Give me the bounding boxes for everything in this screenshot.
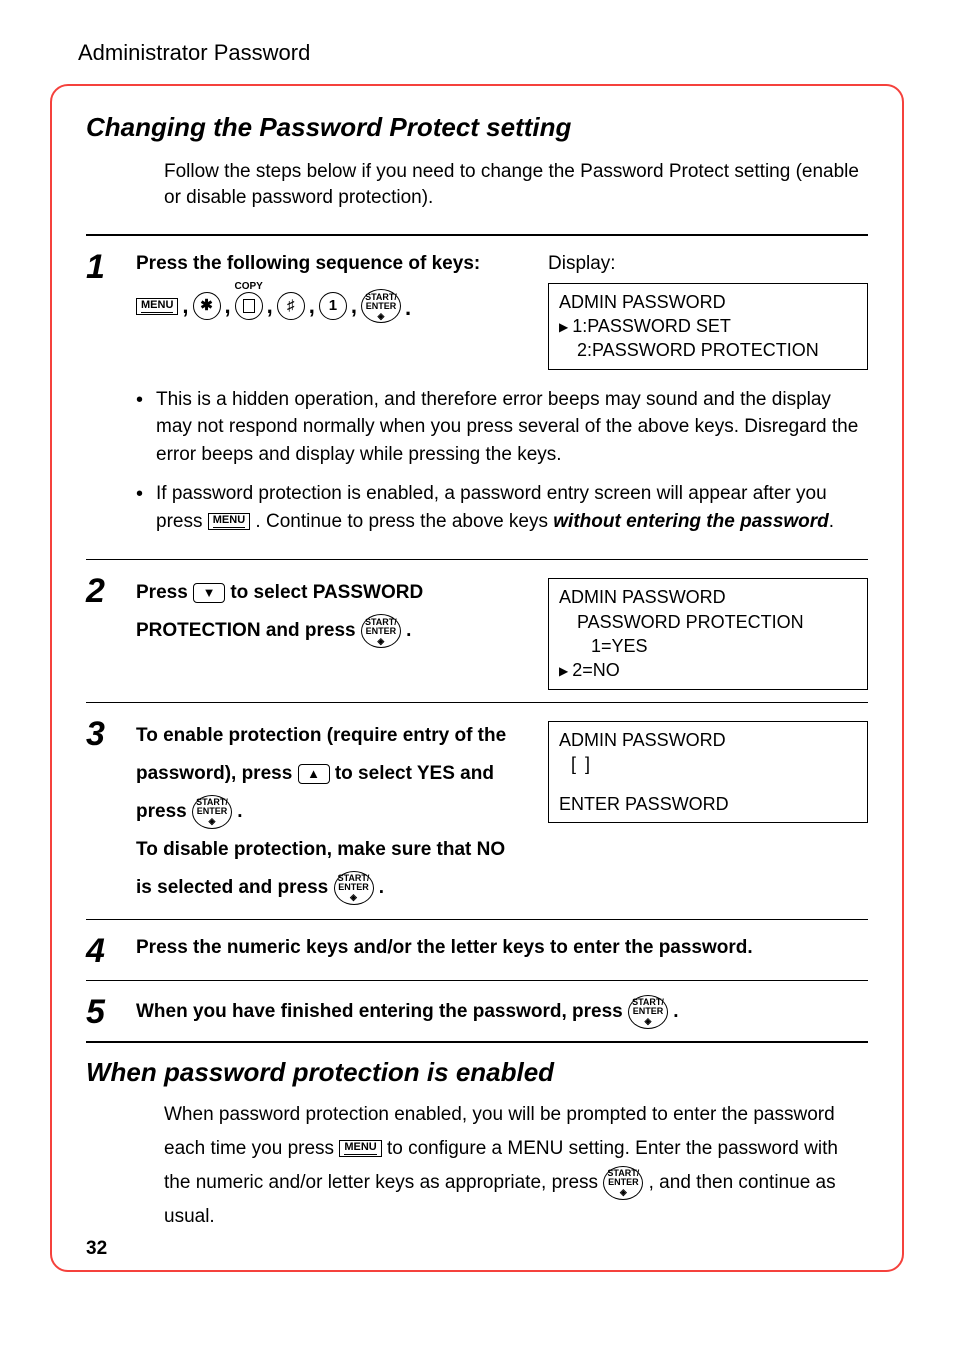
header-title: Administrator Password [50, 40, 904, 66]
display-box: ADMIN PASSWORD 1:PASSWORD SET 2:PASSWORD… [548, 283, 868, 370]
step-number: 1 [86, 250, 118, 547]
divider [86, 702, 868, 703]
display-line: 1=YES [559, 634, 857, 658]
down-arrow-key: ▼ [193, 583, 225, 603]
menu-key: MENU [136, 298, 178, 315]
display-line: 2=NO [559, 658, 857, 682]
step-number: 3 [86, 717, 118, 907]
period: . [405, 291, 411, 324]
step-3: 3 To enable protection (require entry of… [86, 717, 868, 907]
start-enter-key: START/ ENTER ◈ [628, 995, 668, 1029]
divider [86, 1041, 868, 1043]
period: . [406, 620, 411, 641]
display-line: [ ] [559, 752, 857, 776]
step-4: 4 Press the numeric keys and/or the lett… [86, 934, 868, 968]
comma: , [225, 289, 231, 322]
section-heading: Changing the Password Protect setting [86, 112, 868, 143]
page-number: 32 [86, 1238, 868, 1260]
display-line: ADMIN PASSWORD [559, 728, 857, 752]
key-sequence: MENU , ✱ , , ♯ , 1 , START/ ENTER ◈ [136, 289, 411, 324]
display-line: ADMIN PASSWORD [559, 585, 857, 609]
diamond-icon: ◈ [378, 312, 385, 321]
bullet-item: This is a hidden operation, and therefor… [136, 386, 868, 469]
start-enter-key: START/ ENTER ◈ [361, 614, 401, 648]
step3-text2: To disable protection, make sure that NO… [136, 839, 505, 898]
bullet-emphasis: without entering the password [553, 511, 829, 532]
diamond-icon: ◈ [377, 637, 384, 646]
bullet-text: . Continue to press the above keys [255, 511, 553, 532]
divider [86, 919, 868, 920]
display-line: 2:PASSWORD PROTECTION [559, 338, 857, 362]
one-key: 1 [319, 292, 347, 320]
period: . [237, 801, 242, 822]
period: . [673, 1001, 678, 1022]
enter-label: ENTER [633, 1007, 664, 1016]
display-box: ADMIN PASSWORD PASSWORD PROTECTION 1=YES… [548, 578, 868, 689]
display-line: 1:PASSWORD SET [559, 314, 857, 338]
step5-text: When you have finished entering the pass… [136, 1001, 628, 1022]
step2-text: Press [136, 582, 193, 603]
comma: , [309, 289, 315, 322]
step4-text: Press the numeric keys and/or the letter… [136, 934, 868, 968]
enter-label: ENTER [197, 807, 228, 816]
display-line: ENTER PASSWORD [559, 792, 857, 816]
diamond-icon: ◈ [209, 817, 216, 826]
enter-label: ENTER [608, 1178, 639, 1187]
start-enter-key: START/ ENTER ◈ [334, 871, 374, 905]
step-2: 2 Press ▼ to select PASSWORD PROTECTION … [86, 574, 868, 689]
start-enter-key: START/ ENTER ◈ [361, 289, 401, 323]
bullet-list: This is a hidden operation, and therefor… [136, 386, 868, 536]
copy-key [235, 292, 263, 320]
start-enter-key: START/ ENTER ◈ [603, 1166, 643, 1200]
step1-instruction: Press the following sequence of keys: [136, 250, 526, 279]
start-enter-key: START/ ENTER ◈ [192, 795, 232, 829]
display-line: PASSWORD PROTECTION [559, 610, 857, 634]
diamond-icon: ◈ [645, 1017, 652, 1026]
step-1: 1 Press the following sequence of keys: … [86, 250, 868, 547]
step-number: 4 [86, 934, 118, 968]
diamond-icon: ◈ [620, 1188, 627, 1197]
hash-key: ♯ [277, 292, 305, 320]
step-5: 5 When you have finished entering the pa… [86, 995, 868, 1029]
enter-label: ENTER [338, 883, 369, 892]
divider [86, 234, 868, 236]
footer-paragraph: When password protection enabled, you wi… [164, 1098, 868, 1235]
menu-key: MENU [208, 513, 250, 530]
content-frame: Changing the Password Protect setting Fo… [50, 84, 904, 1272]
comma: , [267, 289, 273, 322]
section-heading-2: When password protection is enabled [86, 1057, 868, 1088]
enter-label: ENTER [366, 627, 397, 636]
display-line: ADMIN PASSWORD [559, 290, 857, 314]
bullet-text: . [829, 511, 834, 532]
enter-label: ENTER [366, 302, 397, 311]
step-number: 2 [86, 574, 118, 689]
period: . [379, 877, 384, 898]
menu-key: MENU [339, 1140, 381, 1157]
comma: , [182, 289, 188, 322]
up-arrow-key: ▲ [298, 764, 330, 784]
display-box: ADMIN PASSWORD [ ] ENTER PASSWORD [548, 721, 868, 824]
diamond-icon: ◈ [350, 893, 357, 902]
display-label: Display: [548, 250, 868, 279]
divider [86, 559, 868, 560]
comma: , [351, 289, 357, 322]
divider [86, 980, 868, 981]
intro-text: Follow the steps below if you need to ch… [164, 159, 868, 210]
step-number: 5 [86, 995, 118, 1029]
star-key: ✱ [193, 292, 221, 320]
bullet-item: If password protection is enabled, a pas… [136, 480, 868, 535]
